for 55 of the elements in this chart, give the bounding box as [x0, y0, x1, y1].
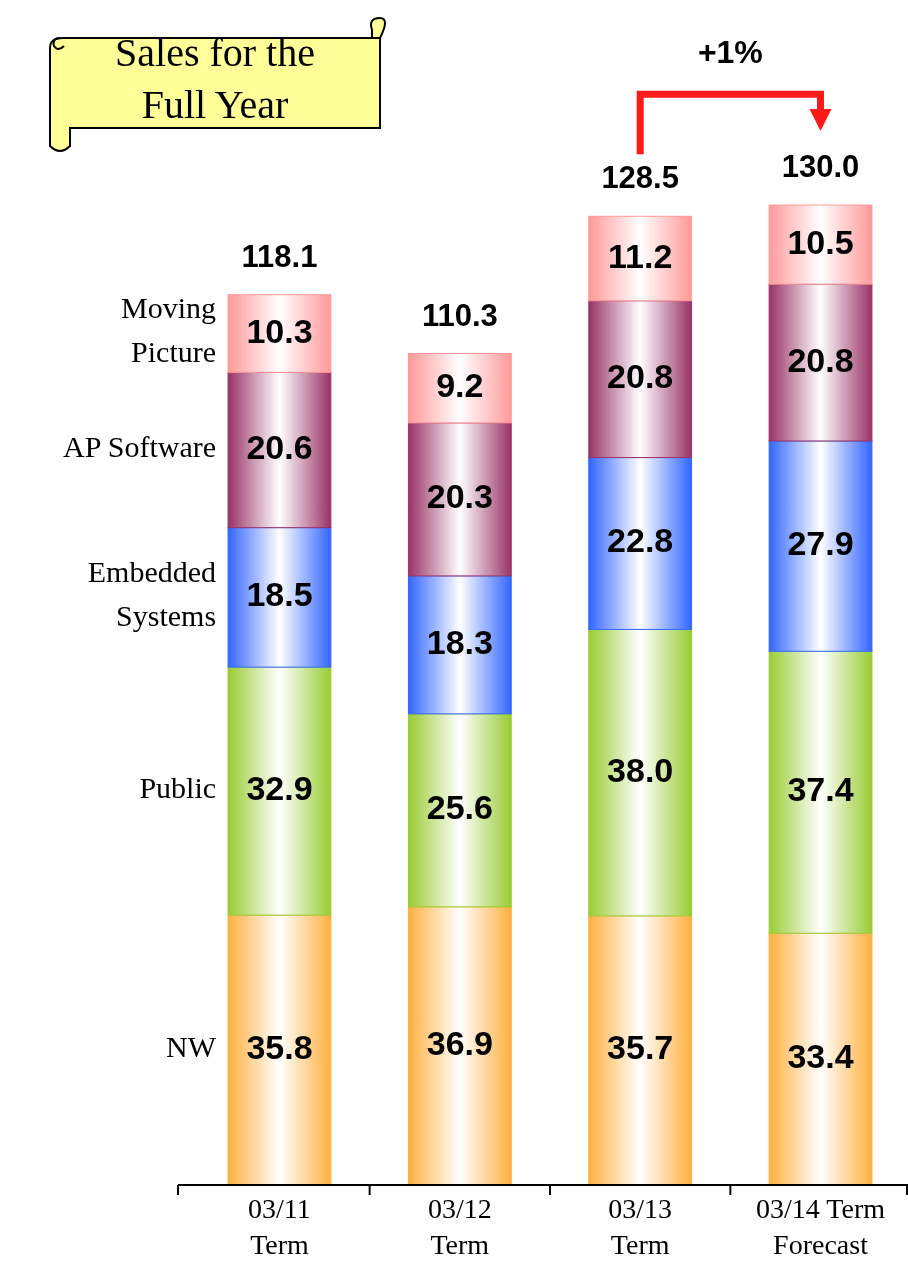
text: +1%: [697, 33, 763, 70]
data-label: 18.3: [426, 622, 493, 661]
total-label: 110.3: [421, 297, 498, 333]
bar: [768, 650, 873, 934]
x-tick-label: 03/12 Term: [427, 1193, 492, 1261]
bar: [407, 713, 512, 908]
series-label: AP Software: [63, 429, 217, 463]
data-label: 9.2: [436, 366, 484, 405]
bar: [768, 440, 873, 652]
bar: [588, 915, 693, 1186]
bar: [227, 666, 332, 916]
data-label: 35.8: [246, 1028, 313, 1067]
data-label: 20.6: [246, 427, 313, 466]
data-label: 20.8: [787, 340, 854, 379]
data-label: 20.3: [426, 477, 493, 516]
data-label: 20.8: [607, 357, 674, 396]
x-tick-label: 03/11 Term: [248, 1193, 311, 1261]
bar: [407, 353, 512, 424]
total-label: 118.1: [241, 238, 318, 274]
series-label: NW: [166, 1029, 217, 1063]
bar: [768, 204, 873, 285]
data-label: 35.7: [607, 1028, 674, 1067]
data-label: 32.9: [246, 769, 313, 808]
data-label: 11.2: [608, 236, 673, 275]
bar: [407, 422, 512, 577]
data-label: 36.9: [426, 1023, 493, 1062]
data-label: 37.4: [787, 770, 854, 809]
bar: [768, 283, 873, 442]
bar: [227, 527, 332, 668]
bar: [407, 906, 512, 1186]
data-label: 10.5: [787, 222, 854, 261]
data-label: 25.6: [426, 788, 493, 827]
data-label: 27.9: [787, 524, 854, 563]
x-tick-label: 03/14 Term Forecast: [756, 1193, 886, 1261]
chart-title: Sales for the Full Year: [115, 30, 315, 128]
data-label: 33.4: [787, 1037, 854, 1076]
series-label: Embedded Systems: [87, 555, 217, 633]
bar: [588, 628, 693, 917]
bar: [227, 371, 332, 529]
x-tick-label: 03/13 Term: [608, 1193, 673, 1261]
bar: [227, 914, 332, 1186]
bar: [588, 457, 693, 630]
data-label: 10.3: [246, 311, 313, 350]
series-label: Moving Picture: [121, 291, 217, 369]
data-label: 18.5: [246, 575, 313, 614]
bar: [768, 932, 873, 1186]
bar: [227, 294, 332, 373]
total-label: 130.0: [781, 149, 860, 185]
bar: [588, 215, 693, 302]
data-label: 38.0: [607, 750, 674, 789]
bar: [407, 575, 512, 715]
data-label: 22.8: [607, 521, 674, 560]
total-label: 128.5: [601, 160, 679, 196]
bar: [588, 300, 693, 459]
series-label: Public: [139, 771, 217, 805]
